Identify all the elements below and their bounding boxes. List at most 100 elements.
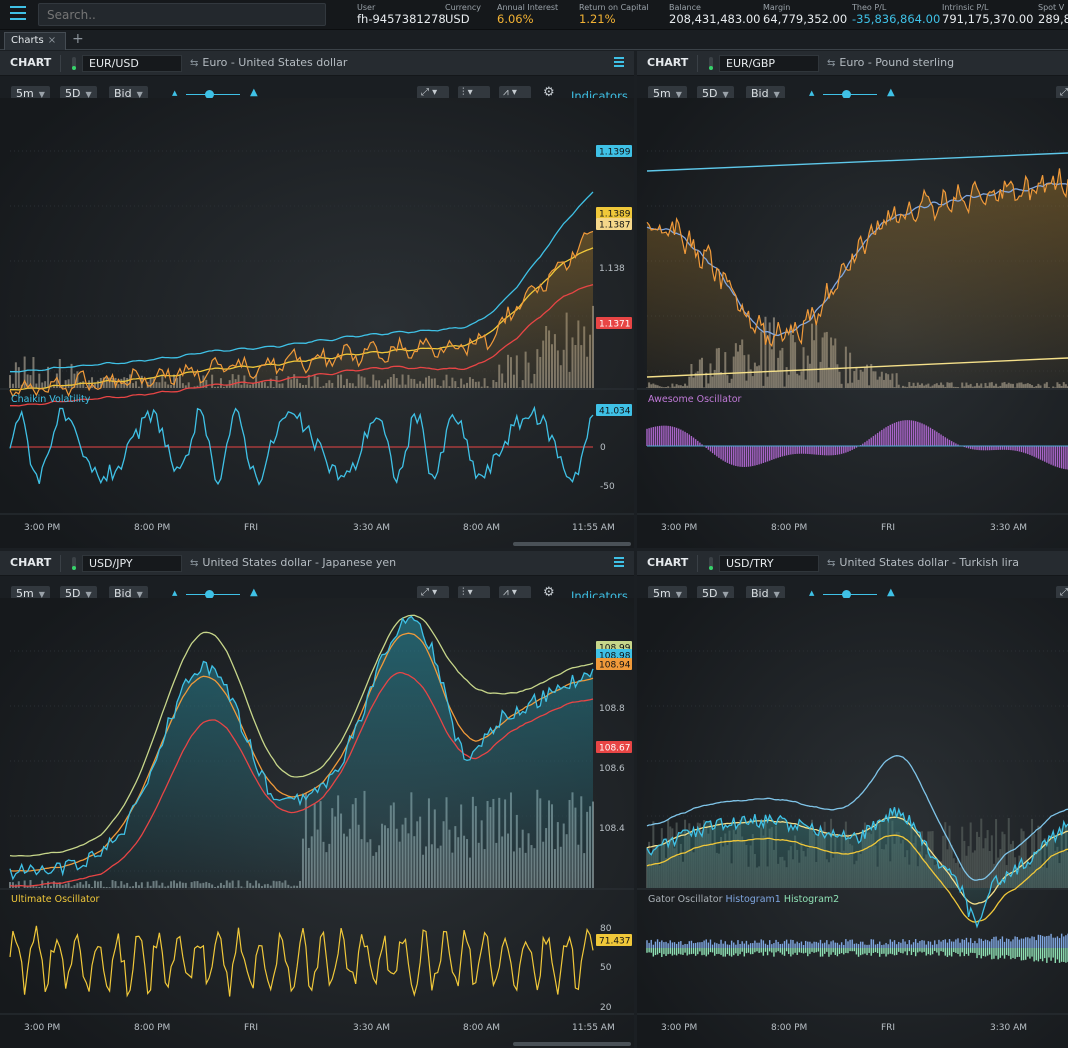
link-icon[interactable]: ⇆ [190, 58, 199, 69]
main-menu-icon[interactable] [10, 6, 26, 20]
side-dropdown-value: Bid [751, 587, 769, 600]
stat-user: User fh-9457381278 [357, 3, 446, 27]
symbol-input[interactable] [82, 555, 182, 572]
range-dropdown-value: 5D [702, 87, 718, 100]
description-text: United States dollar - Turkish lira [839, 556, 1019, 569]
svg-text:41.034: 41.034 [599, 407, 631, 417]
chart-header: CHART ⇆Euro - United States dollar [0, 51, 634, 76]
chart-canvas[interactable]: 3:00 PM 8:00 PM FRI 3:30 AM [637, 551, 1068, 1048]
time-axis-label: 3:30 AM [353, 1023, 390, 1033]
middle-line-price-label: 1.1389 [596, 207, 632, 220]
chart-panel-usdjpy: CHART ⇆United States dollar - Japanese ye… [0, 551, 634, 1048]
time-axis-label: 3:30 AM [990, 523, 1027, 533]
mountain-large-icon: ▲ [887, 87, 895, 98]
stat-spot-v: Spot V 289,8 [1038, 3, 1068, 27]
svg-text:71.437: 71.437 [599, 937, 631, 947]
search-input[interactable] [38, 3, 326, 26]
chart-panel-eurusd: CHART ⇆Euro - United States dollar 5m ▼ 5D ▼ B… [0, 51, 634, 548]
sub-axis-tick: 50 [600, 963, 612, 973]
support-line [646, 357, 1068, 378]
legend-entry: Histogram1 [722, 894, 781, 905]
zoom-slider[interactable]: ▲ ▲ [172, 87, 264, 100]
time-axis-label: 11:55 AM [572, 1023, 615, 1033]
sub-indicator-label: Ultimate Oscillator [11, 894, 99, 905]
sub-indicator-name: Gator Oscillator [648, 894, 723, 905]
sub-indicator-label: Chaikin Volatility [11, 394, 90, 405]
chevron-down-icon: ▼ [675, 590, 682, 599]
stat-currency: Currency USD [445, 3, 481, 27]
slider-knob[interactable] [205, 590, 214, 599]
slider-knob[interactable] [205, 90, 214, 99]
horizontal-scrollbar[interactable] [513, 1042, 631, 1046]
time-axis-label: 3:00 PM [661, 1023, 697, 1033]
add-tab-icon[interactable]: + [72, 31, 84, 47]
zoom-slider[interactable]: ▲ ▲ [172, 587, 264, 600]
sub-axis-tick: -50 [600, 482, 615, 492]
ultimate-oscillator-value-label: 71.437 [596, 934, 632, 947]
mountain-small-icon: ▲ [172, 89, 178, 97]
range-dropdown-value: 5D [65, 587, 81, 600]
lower-band-line [646, 834, 1068, 923]
chaikin-value-label: 41.034 [596, 404, 632, 417]
gear-icon[interactable]: ⚙ [543, 585, 555, 600]
instrument-description: ⇆ Euro - United States dollar [190, 56, 347, 69]
time-axis-label: 3:30 AM [990, 1023, 1027, 1033]
zoom-slider[interactable]: ▲ ▲ [809, 587, 901, 600]
mountain-small-icon: ▲ [809, 589, 815, 597]
range-dropdown-value: 5D [702, 587, 718, 600]
link-icon[interactable]: ⇆ [827, 558, 836, 569]
stat-label: Balance [669, 3, 701, 12]
range-dropdown-value: 5D [65, 87, 81, 100]
lower-band-price-label: 108.67 [596, 741, 632, 754]
status-light-icon [72, 557, 76, 570]
symbol-input[interactable] [82, 55, 182, 72]
stat-annual-interest: Annual Interest 6.06% [497, 3, 558, 27]
slider-knob[interactable] [842, 590, 851, 599]
price-label: 1.1387 [596, 218, 632, 231]
horizontal-scrollbar[interactable] [513, 542, 631, 546]
link-icon[interactable]: ⇆ [827, 58, 836, 69]
time-axis-label: 3:00 PM [24, 1023, 60, 1033]
time-axis-label: 8:00 PM [771, 1023, 807, 1033]
gear-icon[interactable]: ⚙ [543, 85, 555, 100]
tab-charts[interactable]: Charts × [4, 32, 66, 50]
panel-menu-icon[interactable] [614, 57, 624, 69]
sub-indicator-name: Ultimate Oscillator [11, 894, 100, 905]
header-divider [697, 55, 698, 72]
svg-text:1.1389: 1.1389 [599, 210, 631, 220]
time-axis-label: 3:00 PM [661, 523, 697, 533]
chart-header: CHART ⇆United States dollar - Turkish lir… [637, 551, 1068, 576]
mountain-small-icon: ▲ [809, 89, 815, 97]
price-axis-tick: 108.8 [599, 704, 625, 714]
stat-value: 1.21% [579, 12, 616, 26]
slider-knob[interactable] [842, 90, 851, 99]
zoom-slider[interactable]: ▲ ▲ [809, 87, 901, 100]
time-axis-label: FRI [881, 1023, 895, 1033]
stat-value: 289,8 [1038, 12, 1068, 26]
interval-dropdown-value: 5m [16, 587, 34, 600]
panel-menu-icon[interactable] [614, 557, 624, 569]
chart-title: CHART [647, 556, 689, 569]
sub-axis-tick: 80 [600, 924, 612, 934]
lower-band-line [9, 283, 594, 407]
awesome-oscillator-bars [646, 420, 1068, 470]
time-axis-label: FRI [244, 523, 258, 533]
chevron-down-icon: ▼ [675, 90, 682, 99]
symbol-input[interactable] [719, 555, 819, 572]
stat-value: 791,175,370.00 [942, 12, 1034, 26]
stat-value: 6.06% [497, 12, 534, 26]
sub-indicator-label: Gator Oscillator Histogram1 Histogram2 [648, 894, 839, 905]
link-icon[interactable]: ⇆ [190, 558, 199, 569]
symbol-input[interactable] [719, 55, 819, 72]
time-axis-label: FRI [881, 523, 895, 533]
time-axis-label: 8:00 AM [463, 1023, 500, 1033]
chevron-down-icon: ▼ [773, 90, 780, 99]
side-dropdown-value: Bid [114, 587, 132, 600]
chart-panel-eurgbp: CHART⇆Euro - Pound sterling5m▼5D▼Bid▼▲▲⤢… [637, 51, 1068, 548]
chart-canvas[interactable]: 3:00 PM 8:00 PM FRI 3:30 AM [637, 51, 1068, 548]
tab-close-icon[interactable]: × [47, 35, 57, 46]
time-axis-label: FRI [244, 1023, 258, 1033]
